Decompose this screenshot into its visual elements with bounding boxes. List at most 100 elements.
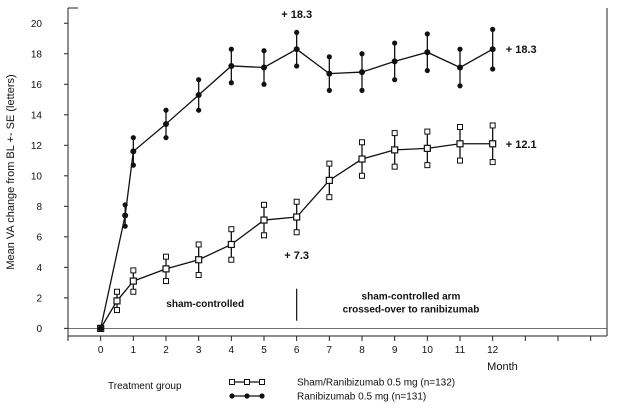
data-point — [122, 212, 129, 219]
series-ranibizumab — [97, 26, 496, 332]
error-cap — [228, 256, 235, 263]
error-cap — [294, 63, 300, 69]
error-cap — [196, 77, 202, 83]
error-cap — [457, 157, 463, 164]
error-cap — [391, 163, 398, 170]
region-label-line: sham-controlled arm — [362, 291, 461, 302]
data-point — [195, 91, 202, 98]
error-cap — [196, 107, 202, 113]
error-cap — [163, 135, 169, 141]
y-tick-label: 18 — [31, 49, 43, 60]
error-cap — [424, 31, 430, 37]
error-cap — [114, 307, 120, 314]
y-tick-label: 0 — [36, 324, 42, 335]
series-sham-ranibizumab — [97, 122, 497, 332]
error-cap — [261, 201, 267, 208]
error-cap — [424, 162, 431, 169]
error-cap — [424, 128, 431, 135]
error-cap — [293, 229, 300, 236]
error-cap — [457, 83, 463, 89]
data-point — [130, 148, 137, 155]
data-point — [391, 146, 399, 154]
error-cap — [114, 288, 120, 295]
x-tick-label: 11 — [455, 345, 466, 356]
data-point — [260, 216, 268, 224]
data-point — [456, 140, 464, 148]
legend-item: Sham/Ranibizumab 0.5 mg (n=132) — [229, 378, 455, 389]
legend-marker — [259, 379, 265, 385]
x-tick-label: 0 — [98, 345, 104, 356]
error-cap — [228, 80, 234, 86]
error-cap — [457, 46, 463, 52]
error-cap — [261, 232, 267, 239]
error-cap — [130, 135, 136, 141]
chart-annotations: + 18.3 + 18.3 + 12.1 + 7.3 sham-controlled sh… — [166, 9, 537, 321]
value-annotation: + 12.1 — [506, 139, 537, 151]
x-tick-label: 9 — [392, 345, 398, 356]
x-tick-label: 10 — [422, 345, 434, 356]
y-tick-label: 8 — [36, 202, 42, 213]
y-tick-label: 12 — [31, 141, 43, 152]
error-cap — [294, 29, 300, 36]
value-annotation: + 18.3 — [506, 44, 537, 56]
y-tick-label: 2 — [36, 293, 42, 304]
error-cap — [326, 87, 332, 93]
region-label-line: sham-controlled — [166, 299, 244, 310]
error-cap — [122, 223, 128, 229]
data-point — [358, 155, 366, 163]
legend-label: Sham/Ranibizumab 0.5 mg (n=132) — [297, 378, 455, 389]
data-point — [326, 70, 333, 77]
legend-marker — [229, 393, 235, 399]
data-point — [293, 213, 301, 221]
error-cap — [293, 198, 300, 205]
data-point — [489, 46, 496, 53]
chart-legend: Treatment group Sham/Ranibizumab 0.5 mg … — [108, 378, 455, 403]
legend-item: Ranibizumab 0.5 mg (n=131) — [229, 392, 426, 403]
error-cap — [359, 51, 365, 57]
error-cap — [130, 267, 137, 274]
error-cap — [130, 288, 137, 295]
data-point — [489, 140, 497, 148]
legend-title: Treatment group — [108, 381, 182, 392]
series-line — [100, 143, 493, 329]
legend-marker — [259, 393, 265, 399]
legend-label: Ranibizumab 0.5 mg (n=131) — [297, 392, 426, 403]
y-tick-label: 4 — [36, 263, 42, 274]
data-point — [162, 265, 170, 273]
error-cap — [195, 271, 202, 278]
error-cap — [130, 162, 136, 168]
legend-marker — [244, 379, 250, 385]
data-point — [129, 277, 137, 285]
error-cap — [359, 87, 365, 93]
error-cap — [457, 123, 463, 130]
error-cap — [359, 172, 365, 179]
data-point — [359, 69, 365, 76]
error-cap — [163, 278, 169, 285]
x-axis-title: Month — [487, 361, 518, 373]
error-cap — [163, 107, 169, 113]
error-cap — [489, 159, 496, 166]
legend-items: Sham/Ranibizumab 0.5 mg (n=132) Ranibizum… — [229, 378, 455, 403]
y-tick-label: 14 — [31, 110, 43, 121]
data-point — [325, 176, 333, 184]
data-point — [113, 297, 121, 305]
error-cap — [424, 67, 430, 74]
x-tick-label: 4 — [229, 345, 235, 356]
error-cap — [326, 54, 332, 60]
y-axis-title: Mean VA change from BL +- SE (letters) — [5, 74, 17, 269]
error-cap — [326, 160, 333, 167]
error-cap — [392, 77, 398, 83]
x-tick-label: 6 — [294, 345, 300, 356]
error-cap — [490, 26, 496, 32]
error-cap — [392, 40, 398, 46]
data-point — [163, 120, 169, 127]
error-cap — [228, 46, 234, 52]
error-cap — [359, 139, 365, 146]
value-annotation: + 18.3 — [281, 9, 312, 21]
error-cap — [489, 122, 496, 129]
x-tick-label: 12 — [487, 345, 499, 356]
data-point — [195, 256, 203, 264]
data-point — [293, 46, 300, 53]
